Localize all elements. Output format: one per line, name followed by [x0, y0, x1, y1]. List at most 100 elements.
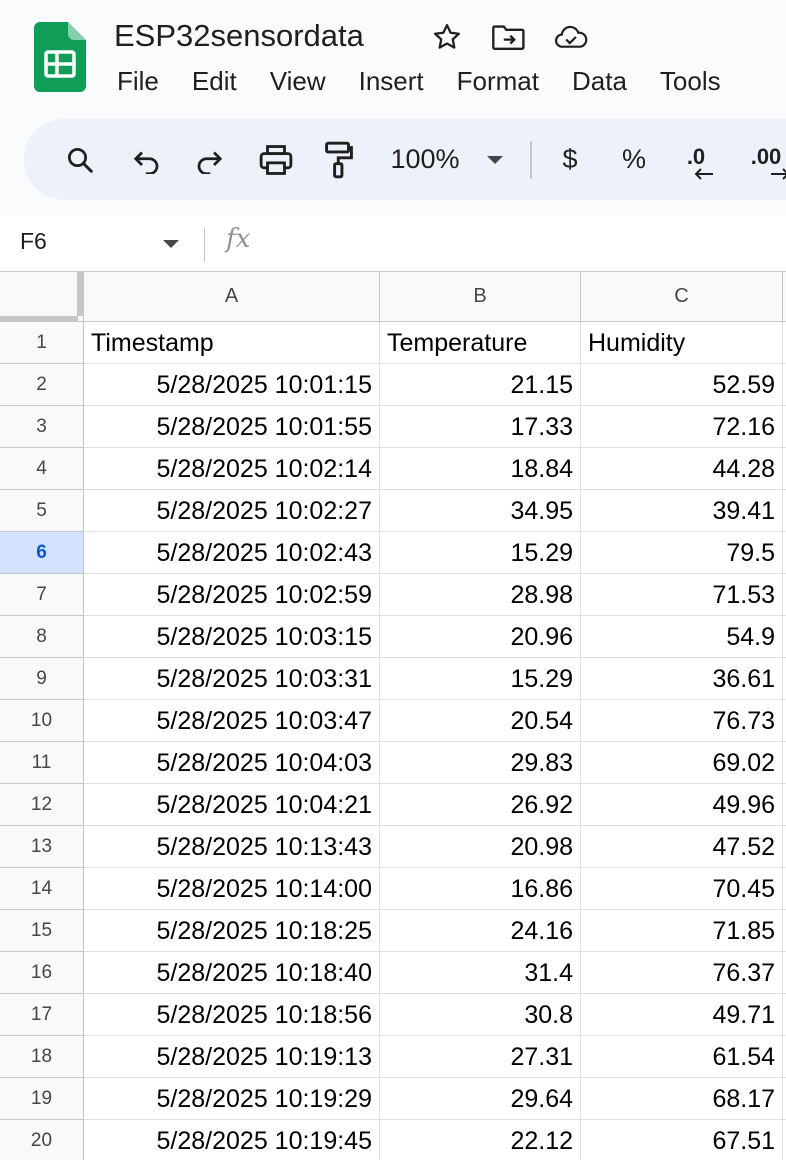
cell-b[interactable]: 21.15 [380, 364, 581, 406]
cell-a[interactable]: 5/28/2025 10:04:03 [84, 742, 380, 784]
cell-a[interactable]: 5/28/2025 10:18:40 [84, 952, 380, 994]
menu-format[interactable]: Format [456, 66, 539, 96]
cell-b[interactable]: 17.33 [380, 406, 581, 448]
cell-c[interactable]: 47.52 [581, 826, 783, 868]
cell-a[interactable]: 5/28/2025 10:01:15 [84, 364, 380, 406]
name-box[interactable]: F6 [20, 228, 47, 254]
cell-a[interactable]: 5/28/2025 10:19:13 [84, 1036, 380, 1078]
cell-b[interactable]: 31.4 [380, 952, 581, 994]
select-all-corner[interactable] [0, 272, 84, 322]
cell-d[interactable] [783, 448, 786, 490]
cell-c[interactable]: 79.5 [581, 532, 783, 574]
cell-d[interactable] [783, 658, 786, 700]
cell-c[interactable]: 68.17 [581, 1078, 783, 1120]
cell-c[interactable]: 72.16 [581, 406, 783, 448]
row-header[interactable]: 20 [0, 1120, 84, 1160]
cell-c[interactable]: 67.51 [581, 1120, 783, 1160]
cell-b[interactable]: 24.16 [380, 910, 581, 952]
cell-c[interactable]: 70.45 [581, 868, 783, 910]
cell-d[interactable] [783, 532, 786, 574]
cell-c[interactable]: 71.53 [581, 574, 783, 616]
header-cell-b[interactable]: Temperature [380, 322, 581, 364]
cell-d[interactable] [783, 574, 786, 616]
sheets-logo-icon[interactable] [34, 22, 86, 92]
search-button[interactable] [52, 119, 108, 200]
cell-d[interactable] [783, 700, 786, 742]
cell-c[interactable]: 76.37 [581, 952, 783, 994]
menu-view[interactable]: View [269, 66, 326, 96]
column-header-c[interactable]: C [581, 272, 783, 322]
cell-d[interactable] [783, 826, 786, 868]
cell-b[interactable]: 34.95 [380, 490, 581, 532]
cell-b[interactable]: 30.8 [380, 994, 581, 1036]
name-box-dropdown-icon[interactable] [163, 240, 179, 248]
cell-d[interactable] [783, 490, 786, 532]
menu-edit[interactable]: Edit [191, 66, 237, 96]
cell-d[interactable] [783, 910, 786, 952]
cell-b[interactable]: 28.98 [380, 574, 581, 616]
cell-c[interactable]: 44.28 [581, 448, 783, 490]
cell-d[interactable] [783, 994, 786, 1036]
row-header[interactable]: 15 [0, 910, 84, 952]
undo-button[interactable] [122, 119, 172, 200]
cell-d[interactable] [783, 784, 786, 826]
cell-a[interactable]: 5/28/2025 10:01:55 [84, 406, 380, 448]
header-cell-c[interactable]: Humidity [581, 322, 783, 364]
percent-format-button[interactable]: % [621, 144, 646, 174]
row-header[interactable]: 5 [0, 490, 84, 532]
header-cell-a[interactable]: Timestamp [84, 322, 380, 364]
cell-a[interactable]: 5/28/2025 10:19:45 [84, 1120, 380, 1160]
cell-a[interactable]: 5/28/2025 10:19:29 [84, 1078, 380, 1120]
row-header[interactable]: 12 [0, 784, 84, 826]
document-title[interactable]: ESP32sensordata [114, 18, 364, 53]
cell-a[interactable]: 5/28/2025 10:18:56 [84, 994, 380, 1036]
zoom-select[interactable]: 100% [380, 119, 470, 200]
menu-insert[interactable]: Insert [358, 66, 424, 96]
cell-b[interactable]: 29.64 [380, 1078, 581, 1120]
cell-c[interactable]: 49.96 [581, 784, 783, 826]
currency-format-button[interactable]: $ [562, 144, 578, 174]
cell-a[interactable]: 5/28/2025 10:04:21 [84, 784, 380, 826]
menu-data[interactable]: Data [571, 66, 627, 96]
cell-b[interactable]: 15.29 [380, 658, 581, 700]
cell-a[interactable]: 5/28/2025 10:03:15 [84, 616, 380, 658]
cell-a[interactable]: 5/28/2025 10:02:59 [84, 574, 380, 616]
cell-b[interactable]: 15.29 [380, 532, 581, 574]
cell-d[interactable] [783, 868, 786, 910]
paint-format-button[interactable] [314, 119, 364, 200]
cell-d[interactable] [783, 952, 786, 994]
cell-c[interactable]: 61.54 [581, 1036, 783, 1078]
row-header[interactable]: 4 [0, 448, 84, 490]
row-header[interactable]: 7 [0, 574, 84, 616]
row-header[interactable]: 8 [0, 616, 84, 658]
row-header[interactable]: 10 [0, 700, 84, 742]
decrease-decimal-button[interactable]: .0 [672, 119, 720, 200]
cell-b[interactable]: 26.92 [380, 784, 581, 826]
cell-d[interactable] [783, 616, 786, 658]
cell-c[interactable]: 36.61 [581, 658, 783, 700]
row-header[interactable]: 3 [0, 406, 84, 448]
column-header-b[interactable]: B [380, 272, 581, 322]
cell-c[interactable]: 54.9 [581, 616, 783, 658]
row-header[interactable]: 9 [0, 658, 84, 700]
cell-a[interactable]: 5/28/2025 10:03:31 [84, 658, 380, 700]
cell-c[interactable]: 76.73 [581, 700, 783, 742]
column-header-a[interactable]: A [84, 272, 380, 322]
row-header[interactable]: 1 [0, 322, 84, 364]
cell-c[interactable]: 49.71 [581, 994, 783, 1036]
row-header[interactable]: 6 [0, 532, 84, 574]
cell-b[interactable]: 16.86 [380, 868, 581, 910]
cell-a[interactable]: 5/28/2025 10:13:43 [84, 826, 380, 868]
cloud-saved-icon[interactable] [554, 20, 588, 54]
cell-d[interactable] [783, 322, 786, 364]
redo-button[interactable] [184, 119, 234, 200]
cell-a[interactable]: 5/28/2025 10:02:14 [84, 448, 380, 490]
cell-d[interactable] [783, 1078, 786, 1120]
cell-a[interactable]: 5/28/2025 10:14:00 [84, 868, 380, 910]
cell-d[interactable] [783, 406, 786, 448]
cell-b[interactable]: 20.96 [380, 616, 581, 658]
cell-c[interactable]: 39.41 [581, 490, 783, 532]
cell-a[interactable]: 5/28/2025 10:02:27 [84, 490, 380, 532]
row-header[interactable]: 14 [0, 868, 84, 910]
cell-b[interactable]: 20.54 [380, 700, 581, 742]
